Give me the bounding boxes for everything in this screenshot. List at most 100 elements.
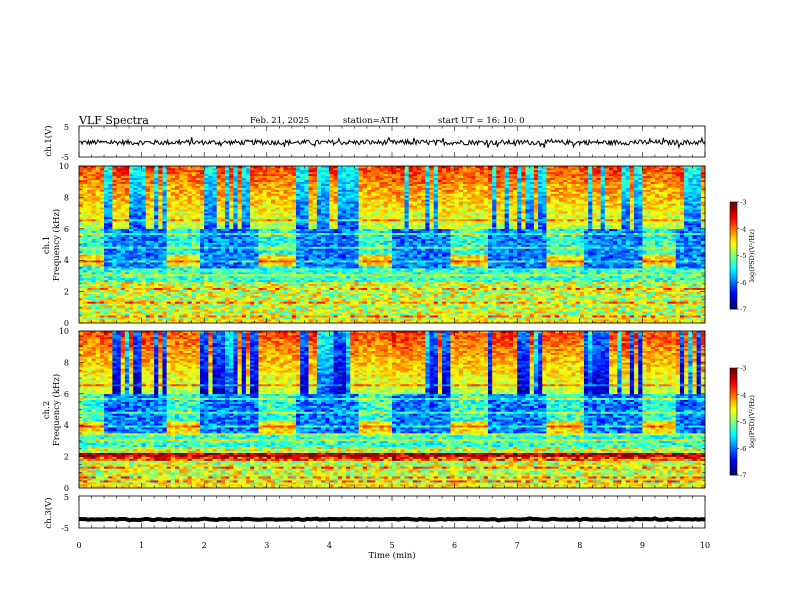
spectrogram-cell xyxy=(279,307,284,310)
spectrogram-cell xyxy=(91,242,96,245)
spectrogram-cell xyxy=(145,309,151,312)
spectrogram-cell xyxy=(200,226,205,230)
spectrogram-cell xyxy=(154,297,159,300)
spectrogram-cell xyxy=(158,273,163,277)
spectrogram-cell xyxy=(200,203,205,206)
spectrogram-cell xyxy=(129,217,134,220)
spectrogram-cell xyxy=(95,319,101,322)
spectrogram-cell xyxy=(166,201,172,204)
spectrogram-cell xyxy=(83,248,88,251)
spectrogram-cell xyxy=(225,240,230,243)
spectrogram-cell xyxy=(245,183,251,186)
spectrogram-cell xyxy=(266,252,272,255)
spectrogram-cell xyxy=(270,179,276,182)
spectrogram-cell xyxy=(108,281,113,285)
spectrogram-cell xyxy=(220,199,226,202)
spectrogram-cell xyxy=(300,260,305,263)
spectrogram-cell xyxy=(250,317,255,320)
spectrogram-cell xyxy=(179,187,184,190)
spectrogram-cell xyxy=(129,303,134,306)
spectrogram-cell xyxy=(270,271,276,275)
spectrogram-cell xyxy=(237,222,243,226)
spectrogram-cell xyxy=(212,277,218,281)
spectrogram-cell xyxy=(79,167,84,171)
spectrogram-cell xyxy=(225,197,230,200)
spectrogram-cell xyxy=(137,222,142,226)
spectrogram-cell xyxy=(116,319,122,322)
spectrogram-cell xyxy=(300,319,305,322)
spectrogram-cell xyxy=(245,236,251,239)
spectrogram-cell xyxy=(241,317,247,320)
spectrogram-cell xyxy=(258,211,263,214)
spectrogram-cell xyxy=(258,236,263,239)
spectrogram-cell xyxy=(279,185,284,188)
spectrogram-cell xyxy=(120,273,126,277)
spectrogram-cell xyxy=(204,228,209,232)
spectrogram-cell xyxy=(116,234,122,237)
spectrogram-cell xyxy=(166,183,172,186)
spectrogram-cell xyxy=(95,260,101,263)
spectrogram-cell xyxy=(233,220,238,224)
spectrogram-cell xyxy=(270,307,276,310)
spectrogram-cell xyxy=(287,211,293,214)
spectrogram-cell xyxy=(141,201,147,204)
spectrogram-cell xyxy=(149,246,155,249)
spectrogram-cell xyxy=(187,307,192,310)
spectrogram-cell xyxy=(83,305,88,308)
spectrogram-cell xyxy=(99,199,105,202)
spectrogram-cell xyxy=(250,230,255,234)
spectrogram-cell xyxy=(158,264,163,267)
spectrogram-cell xyxy=(216,305,222,308)
spectrogram-cell xyxy=(241,279,247,283)
spectrogram-cell xyxy=(187,262,192,265)
spectrogram-cell xyxy=(208,195,213,198)
spectrogram-cell xyxy=(99,183,105,186)
spectrogram-cell xyxy=(154,311,159,314)
spectrogram-cell xyxy=(296,256,301,259)
spectrogram-cell xyxy=(83,226,88,230)
spectrogram-cell xyxy=(283,311,288,314)
spectrogram-cell xyxy=(104,189,109,192)
spectrogram-cell xyxy=(208,252,213,255)
spectrogram-cell xyxy=(174,301,180,304)
spectrogram-cell xyxy=(158,299,163,302)
spectrogram-cell xyxy=(183,213,188,216)
spectrogram-cell xyxy=(304,213,309,216)
spectrogram-cell xyxy=(333,317,339,320)
spectrogram-cell xyxy=(220,166,226,169)
spectrogram-cell xyxy=(145,256,151,259)
spectrogram-cell xyxy=(266,244,272,247)
spectrogram-cell xyxy=(162,213,167,216)
spectrogram-cell xyxy=(129,262,134,265)
spectrogram-cell xyxy=(275,289,280,292)
spectrogram-cell xyxy=(321,264,326,267)
spectrogram-cell xyxy=(183,199,188,202)
spectrogram-cell xyxy=(108,211,113,214)
spectrogram-cell xyxy=(312,230,318,234)
spectrogram-cell xyxy=(162,195,167,198)
spectrogram-cell xyxy=(233,218,238,222)
spectrogram-cell xyxy=(162,256,167,259)
spectrogram-cell xyxy=(179,195,184,198)
spectrogram-cell xyxy=(212,177,218,181)
spectrogram-cell xyxy=(83,285,88,288)
spectrogram-cell xyxy=(166,279,172,283)
spectrogram-cell xyxy=(145,285,151,288)
spectrogram-cell xyxy=(91,258,96,261)
spectrogram-cell xyxy=(91,191,96,194)
spectrogram-cell xyxy=(162,283,167,287)
spectrogram-cell xyxy=(183,222,188,226)
spectrogram-cell xyxy=(212,183,218,186)
spectrogram-cell xyxy=(287,234,293,237)
spectrogram-cell xyxy=(241,293,247,296)
spectrogram-cell xyxy=(133,283,138,287)
spectrogram-cell xyxy=(112,224,117,228)
spectrogram-cell xyxy=(95,199,101,202)
spectrogram-cell xyxy=(325,268,330,271)
spectrogram-cell xyxy=(300,189,305,192)
spectrogram-cell xyxy=(262,307,268,310)
spectrogram-cell xyxy=(250,283,255,287)
spectrogram-cell xyxy=(245,277,251,281)
spectrogram-cell xyxy=(216,271,222,275)
spectrogram-cell xyxy=(304,291,309,294)
